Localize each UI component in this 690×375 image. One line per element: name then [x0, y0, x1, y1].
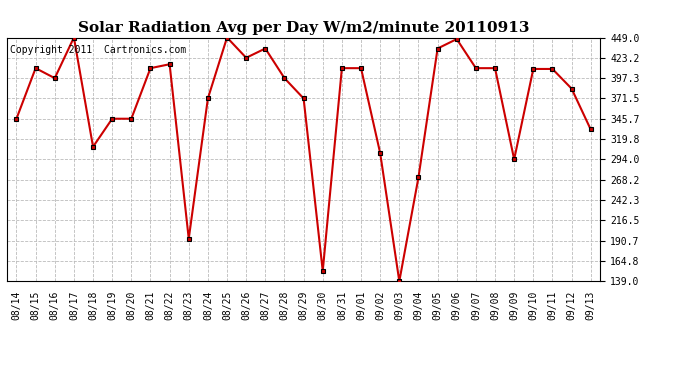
- Text: Copyright 2011  Cartronics.com: Copyright 2011 Cartronics.com: [10, 45, 186, 55]
- Title: Solar Radiation Avg per Day W/m2/minute 20110913: Solar Radiation Avg per Day W/m2/minute …: [78, 21, 529, 35]
